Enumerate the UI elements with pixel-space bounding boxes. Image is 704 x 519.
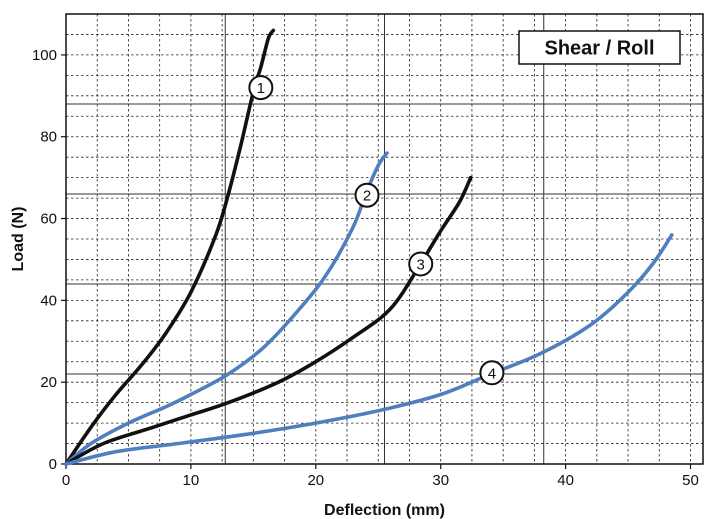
series-marker-2: 2 [354,182,380,208]
chart-title-box: Shear / Roll [518,30,681,65]
x-tick-label: 50 [682,472,699,489]
major-gridlines [66,14,703,464]
y-tick-label: 100 [32,47,57,64]
chart-title-frame [518,30,681,65]
series-marker-1: 1 [248,75,274,101]
y-tick-label: 20 [40,374,57,391]
chart-title: Shear / Roll [544,38,654,60]
series-line-1 [64,28,276,466]
plot-frame [65,13,704,465]
series-marker-circle [354,182,380,208]
y-tick-label: 0 [49,456,57,473]
y-tick-label: 80 [40,129,57,146]
x-tick-label: 20 [307,472,324,489]
series-marker-3: 3 [408,251,434,277]
y-tick-label: 60 [40,211,57,228]
series-line-3 [64,175,473,466]
series-marker-label: 3 [417,256,425,273]
series-marker-label: 1 [257,80,265,97]
x-tick-label: 0 [62,472,70,489]
series-marker-label: 4 [488,365,496,382]
series-marker-label: 2 [363,188,371,205]
x-tick-label: 40 [557,472,574,489]
series-marker-circle [248,75,274,101]
series-marker-4: 4 [479,360,505,386]
series-marker-circle [479,360,505,386]
x-tick-label: 10 [183,472,200,489]
series-line-4 [64,233,674,466]
x-tick-label: 30 [432,472,449,489]
series-layer [64,28,674,466]
axis-ticks: 0 10 20 30 40 50 0 20 40 60 80 100 [32,47,699,489]
series-markers: 1 2 3 4 [248,75,505,386]
x-axis-label: Deflection (mm) [324,502,445,519]
y-axis-label: Load (N) [10,207,27,272]
series-marker-circle [408,251,434,277]
y-tick-label: 40 [40,292,57,309]
